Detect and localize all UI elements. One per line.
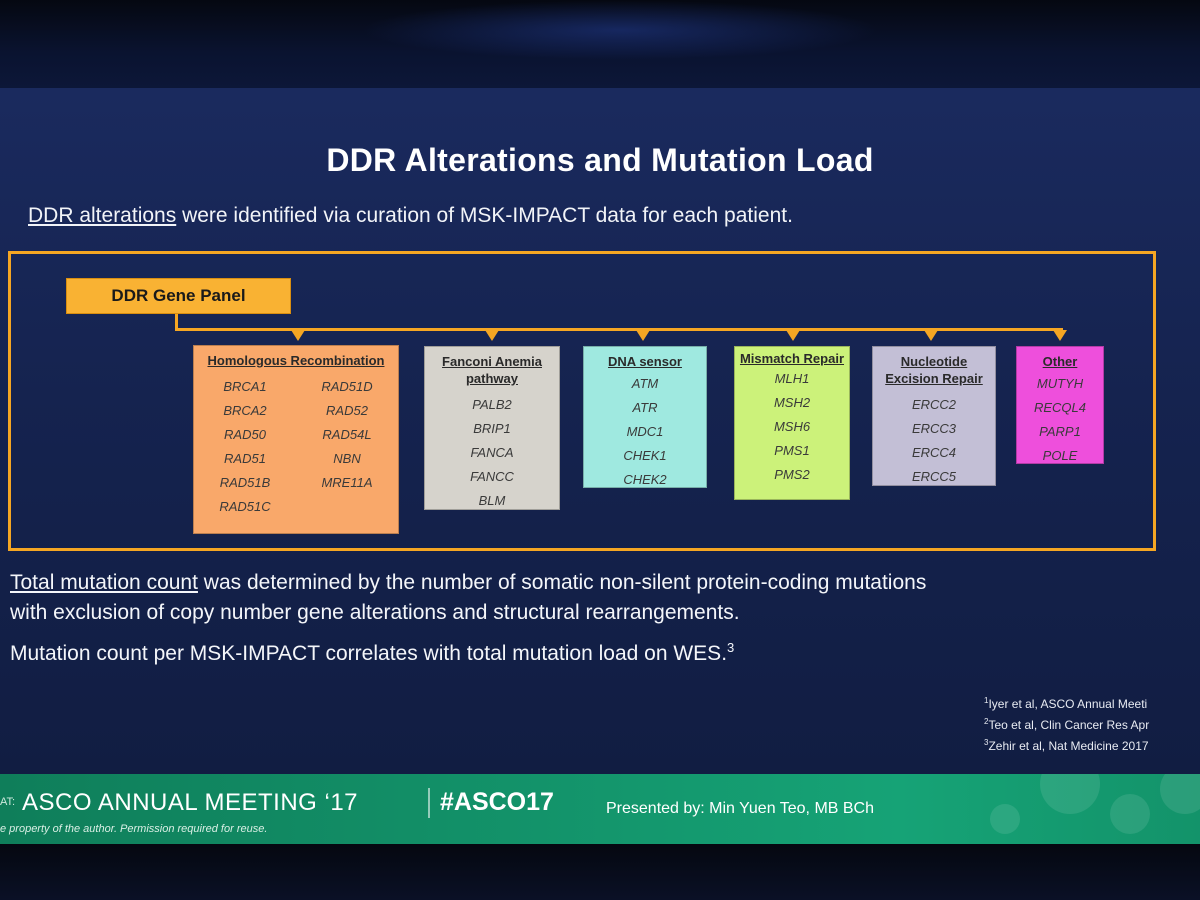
gene-label: ATR <box>632 400 658 415</box>
footer-separator <box>428 788 430 818</box>
gene-label: PARP1 <box>1039 424 1081 439</box>
gene-label: RAD54L <box>322 427 372 442</box>
gene-list: PALB2 BRIP1 FANCA FANCC BLM <box>425 393 559 513</box>
category-homologous-recombination: Homologous Recombination BRCA1 BRCA2 RAD… <box>193 345 399 534</box>
gene-label: RAD51B <box>219 475 271 490</box>
citation-marker: 3 <box>727 640 735 655</box>
arrow-down-icon <box>786 330 800 341</box>
category-title: Other <box>1042 354 1078 369</box>
gene-label: RAD51C <box>219 499 271 514</box>
gene-list: ERCC2 ERCC3 ERCC4 ERCC5 <box>873 393 995 489</box>
intro-text: DDR alterations were identified via cura… <box>28 204 793 228</box>
category-fanconi-anemia: Fanconi Anemia pathway PALB2 BRIP1 FANCA… <box>424 346 560 510</box>
reference-item: 3Zehir et al, Nat Medicine 2017 <box>984 738 1149 753</box>
connector-vertical <box>175 314 178 330</box>
copyright-notice: e property of the author. Permission req… <box>0 823 268 835</box>
gene-label: POLE <box>1042 448 1078 463</box>
meeting-hashtag: #ASCO17 <box>440 788 554 816</box>
arrow-down-icon <box>636 330 650 341</box>
category-mismatch-repair: Mismatch Repair MLH1 MSH2 MSH6 PMS1 PMS2 <box>734 346 850 500</box>
gene-label: PMS1 <box>774 443 810 458</box>
correlation-text: Mutation count per MSK-IMPACT correlates… <box>10 642 728 665</box>
gene-label: ERCC3 <box>911 421 957 436</box>
category-other: Other MUTYH RECQL4 PARP1 POLE <box>1016 346 1104 464</box>
presenter-credit: Presented by: Min Yuen Teo, MB BCh <box>606 800 875 817</box>
ddr-gene-panel-box: DDR Gene Panel <box>66 278 291 314</box>
reference-item: 2Teo et al, Clin Cancer Res Apr <box>984 717 1150 732</box>
slide-title: DDR Alterations and Mutation Load <box>326 142 874 178</box>
gene-label: MLH1 <box>774 371 810 386</box>
gene-label: BRCA2 <box>223 403 267 418</box>
arrow-down-icon <box>291 330 305 341</box>
gene-label: ERCC5 <box>911 469 957 484</box>
mutation-count-paragraph: Total mutation count was determined by t… <box>10 568 926 628</box>
gene-label: CHEK2 <box>623 472 667 487</box>
gene-label: MDC1 <box>626 424 664 439</box>
gene-label: PMS2 <box>774 467 810 482</box>
gene-list: BRCA1 BRCA2 RAD50 RAD51 RAD51B RAD51C RA… <box>194 375 398 519</box>
gene-label: MUTYH <box>1036 376 1084 391</box>
gene-label: BRIP1 <box>473 421 511 436</box>
gene-list: MUTYH RECQL4 PARP1 POLE <box>1017 372 1103 468</box>
reference-item: 1Iyer et al, ASCO Annual Meeti <box>984 696 1148 711</box>
gene-list: ATM ATR MDC1 CHEK1 CHEK2 <box>584 372 706 492</box>
gene-label: MSH2 <box>773 395 811 410</box>
gene-label: RECQL4 <box>1033 400 1087 415</box>
gene-label: RAD51D <box>321 379 373 394</box>
footer-prefix: AT: <box>0 796 16 808</box>
intro-underlined-term: DDR alterations <box>28 204 177 227</box>
arrow-down-icon <box>485 330 499 341</box>
gene-label: BRCA1 <box>223 379 267 394</box>
venue-top-band <box>0 0 1200 88</box>
gene-label: NBN <box>333 451 361 466</box>
gene-label: RAD51 <box>224 451 266 466</box>
gene-label: ATM <box>631 376 659 391</box>
category-title: Mismatch Repair <box>739 351 845 366</box>
mutation-count-line2: with exclusion of copy number gene alter… <box>10 601 740 624</box>
venue-bottom-band <box>0 844 1200 900</box>
arrow-down-icon <box>924 330 938 341</box>
correlation-statement: Mutation count per MSK-IMPACT correlates… <box>10 640 734 666</box>
references: 1Iyer et al, ASCO Annual Meeti 2Teo et a… <box>984 692 1149 755</box>
intro-rest: were identified via curation of MSK-IMPA… <box>176 204 793 227</box>
mutation-count-term: Total mutation count <box>10 571 198 594</box>
gene-label: RAD52 <box>326 403 368 418</box>
category-title: Fanconi Anemia pathway <box>442 354 542 386</box>
decorative-dot <box>1160 774 1200 814</box>
venue-screen-glow <box>360 0 880 60</box>
gene-label: ERCC2 <box>911 397 957 412</box>
meeting-name: ASCO ANNUAL MEETING ‘17 <box>22 789 359 816</box>
presentation-slide: DDR Alterations and Mutation Load DDR al… <box>0 88 1200 774</box>
category-dna-sensor: DNA sensor ATM ATR MDC1 CHEK1 CHEK2 <box>583 346 707 488</box>
category-title: Homologous Recombination <box>207 353 385 368</box>
gene-label: BLM <box>478 493 506 508</box>
arrow-down-icon <box>1053 330 1067 341</box>
decorative-dot <box>1040 774 1100 814</box>
connector-horizontal <box>175 328 1063 331</box>
gene-label: PALB2 <box>472 397 512 412</box>
gene-label: RAD50 <box>224 427 266 442</box>
gene-label: ERCC4 <box>911 445 957 460</box>
gene-panel-frame <box>8 251 1156 551</box>
category-title: DNA sensor <box>608 354 682 369</box>
gene-label: CHEK1 <box>623 448 667 463</box>
gene-list: MLH1 MSH2 MSH6 PMS1 PMS2 <box>735 367 849 487</box>
category-nucleotide-excision-repair: Nucleotide Excision Repair ERCC2 ERCC3 E… <box>872 346 996 486</box>
mutation-count-line1: was determined by the number of somatic … <box>197 571 927 594</box>
decorative-dot <box>1110 794 1150 834</box>
decorative-dot <box>990 804 1020 834</box>
category-title: Nucleotide Excision Repair <box>885 354 983 386</box>
gene-label: FANCA <box>470 445 514 460</box>
gene-label: FANCC <box>470 469 514 484</box>
meeting-footer-banner: AT: ASCO ANNUAL MEETING ‘17 #ASCO17 Pres… <box>0 774 1200 844</box>
gene-label: MSH6 <box>773 419 811 434</box>
gene-label: MRE11A <box>321 475 373 490</box>
